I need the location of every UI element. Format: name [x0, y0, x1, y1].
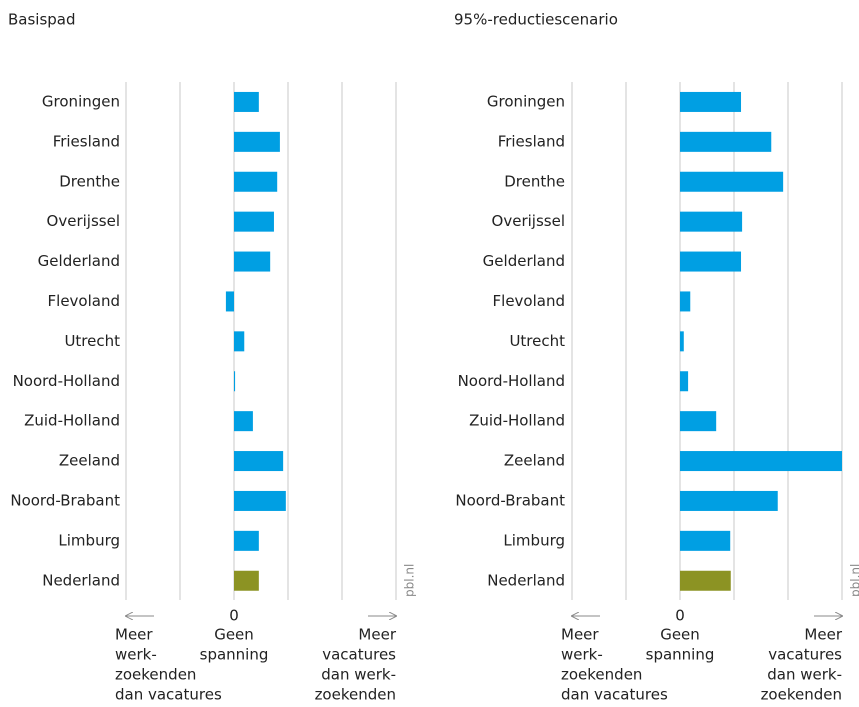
category-label: Drenthe	[504, 172, 565, 190]
bar	[680, 571, 731, 591]
category-label: Noord-Holland	[13, 372, 120, 390]
category-label: Zeeland	[59, 452, 120, 470]
bar	[234, 451, 283, 471]
bar	[234, 132, 280, 152]
bar	[226, 291, 234, 311]
left-note: dan vacatures	[561, 686, 668, 704]
bar	[234, 252, 270, 272]
bar	[234, 371, 235, 391]
center-note: spanning	[200, 646, 269, 664]
category-label: Nederland	[487, 571, 565, 589]
right-note: vacatures	[322, 646, 396, 664]
right-note: dan werk-	[321, 666, 396, 684]
bar	[234, 172, 277, 192]
category-label: Overijssel	[492, 212, 565, 230]
category-label: Flevoland	[48, 292, 120, 310]
bar	[234, 571, 259, 591]
category-label: Zeeland	[504, 452, 565, 470]
category-label: Zuid-Holland	[469, 412, 565, 430]
category-label: Gelderland	[38, 252, 120, 270]
category-label: Nederland	[42, 571, 120, 589]
bar	[234, 491, 286, 511]
category-label: Friesland	[498, 132, 565, 150]
category-label: Zuid-Holland	[24, 412, 120, 430]
right-note: zoekenden	[315, 686, 396, 704]
category-label: Gelderland	[483, 252, 565, 270]
category-label: Utrecht	[509, 332, 565, 350]
bar	[680, 531, 730, 551]
bar	[234, 212, 274, 232]
category-label: Overijssel	[47, 212, 120, 230]
bar	[234, 531, 259, 551]
bar	[680, 451, 842, 471]
category-label: Groningen	[42, 92, 120, 110]
left-note: Meer	[561, 626, 599, 644]
left-note: zoekenden	[115, 666, 196, 684]
bar	[680, 212, 742, 232]
category-label: Flevoland	[493, 292, 565, 310]
right-note: Meer	[358, 626, 396, 644]
bar	[234, 411, 253, 431]
chart-title: Basispad	[8, 11, 76, 29]
bar	[680, 371, 688, 391]
bar	[680, 331, 684, 351]
right-note: Meer	[804, 626, 842, 644]
category-label: Noord-Holland	[458, 372, 565, 390]
category-label: Drenthe	[59, 172, 120, 190]
bar	[680, 92, 741, 112]
left-note: werk-	[115, 646, 157, 664]
source: pbl.nl	[403, 564, 417, 597]
category-label: Noord-Brabant	[455, 491, 565, 509]
bar	[680, 132, 771, 152]
left-note: werk-	[561, 646, 603, 664]
category-label: Utrecht	[64, 332, 120, 350]
bar	[680, 491, 778, 511]
category-label: Groningen	[487, 92, 565, 110]
bar	[680, 411, 716, 431]
bar	[680, 252, 741, 272]
category-label: Limburg	[503, 531, 565, 549]
center-note: Geen	[214, 626, 254, 644]
category-label: Limburg	[58, 531, 120, 549]
chart-title: 95%-reductiescenario	[454, 11, 618, 29]
category-label: Noord-Brabant	[10, 491, 120, 509]
bar	[234, 92, 259, 112]
category-label: Friesland	[53, 132, 120, 150]
right-note: zoekenden	[761, 686, 842, 704]
left-note: Meer	[115, 626, 153, 644]
bar	[234, 331, 244, 351]
left-note: zoekenden	[561, 666, 642, 684]
center-note: spanning	[646, 646, 715, 664]
bar	[680, 172, 783, 192]
right-note: dan werk-	[767, 666, 842, 684]
center-note: Geen	[660, 626, 700, 644]
left-note: dan vacatures	[115, 686, 222, 704]
x-tick-label: 0	[675, 607, 685, 625]
x-tick-label: 0	[229, 607, 239, 625]
right-note: vacatures	[768, 646, 842, 664]
source: pbl.nl	[849, 564, 859, 597]
bar	[680, 291, 690, 311]
